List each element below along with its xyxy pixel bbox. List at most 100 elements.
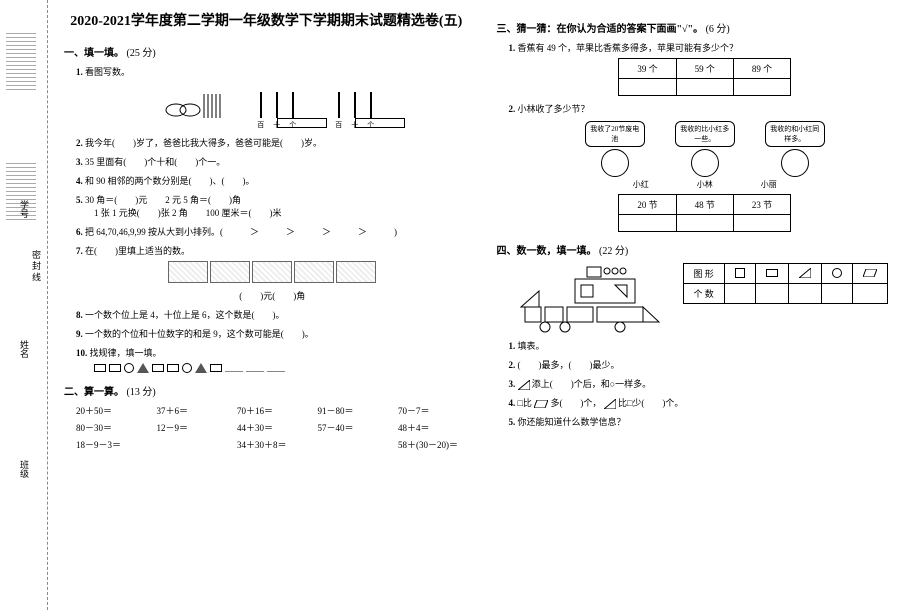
binding-strip: 班级 姓名 密 封 线 学号 [0, 0, 48, 610]
calc-cell: 48＋4＝ [398, 421, 469, 434]
tri-icon [604, 399, 616, 409]
hatch [6, 30, 36, 90]
face-icon [601, 149, 629, 177]
calc-cell: 91－80＝ [318, 404, 389, 417]
count-cell[interactable] [821, 284, 852, 304]
exam-title: 2020-2021学年度第二学期一年级数学下学期期末试题精选卷(五) [64, 10, 469, 30]
left-column: 2020-2021学年度第二学期一年级数学下学期期末试题精选卷(五) 一、填一填… [50, 10, 483, 600]
q8: 8. 一个数个位上是 4，十位上是 6，这个数是( )。 [76, 308, 469, 321]
para-icon [534, 400, 548, 408]
q1: 1. 看图写数。 百 十 个 百 十 个 [76, 65, 469, 128]
p4-figure-row: 图 形 个 数 [515, 263, 902, 333]
abacus-1: 百 十 个 [252, 86, 302, 128]
face-icon [691, 149, 719, 177]
section-3-pts: (6 分) [706, 24, 730, 35]
q10: 10. 找规律，填一填。 ____________ [76, 346, 469, 373]
opt-cell[interactable]: 89 个 [733, 59, 790, 79]
bubble: 我收的和小红同样多。 [765, 121, 825, 147]
shape-head: 图 形 [683, 264, 724, 284]
p3-q2-names: 小红小林小丽 [509, 179, 902, 190]
tri-icon [518, 380, 530, 390]
section-1-pts: (25 分) [127, 48, 156, 59]
calc-cell: 18－9－3＝ [76, 438, 147, 451]
binding-label: 姓名 [18, 340, 31, 358]
section-2-pts: (13 分) [127, 387, 156, 398]
p3-q2-figure: 我收了20节废电池 我收的比小红多一些。 我收的和小红同样多。 [509, 121, 902, 177]
opt-blank[interactable] [733, 79, 790, 96]
bill-icon [294, 261, 334, 283]
calc-cell: 57－40＝ [318, 421, 389, 434]
q1-num: 1. [76, 67, 83, 77]
q7: 7. 在( )里填上适当的数。 ( )元( )角 [76, 244, 469, 302]
calc-cell: 20＋50＝ [76, 404, 147, 417]
section-1: 一、填一填。 (25 分) [64, 44, 469, 59]
count-cell[interactable] [724, 284, 755, 304]
p4-sub1: 1. 填表。 [509, 339, 902, 352]
opt-cell[interactable]: 59 个 [676, 59, 733, 79]
bubble: 我收了20节废电池 [585, 121, 645, 147]
shape-para [852, 264, 887, 284]
q1-figure: 百 十 个 百 十 个 [76, 86, 469, 128]
count-cell[interactable] [852, 284, 887, 304]
opt-cell[interactable]: 23 节 [733, 195, 790, 215]
section-2-title: 二、算一算。 [64, 387, 124, 398]
calc-cell: 12－9＝ [157, 421, 228, 434]
calc-cell: 37＋6＝ [157, 404, 228, 417]
p4-sub3: 3. 添上( )个后，和○一样多。 [509, 377, 902, 390]
p3-q2: 2. 小林收了多少节？ 我收了20节废电池 我收的比小红多一些。 我收的和小红同… [509, 102, 902, 232]
opt-blank[interactable] [676, 79, 733, 96]
section-4: 四、数一数，填一填。 (22 分) [497, 242, 902, 257]
shape-sq [724, 264, 755, 284]
opt-blank[interactable] [676, 215, 733, 232]
q1-text: 看图写数。 [85, 67, 130, 77]
q7-caption: ( )元( )角 [76, 289, 469, 302]
train-figure [515, 263, 665, 333]
calc-cell: 70＋16＝ [237, 404, 308, 417]
calc-cell [318, 438, 389, 451]
q9: 9. 一个数的个位和十位数字的和是 9，这个数可能是( )。 [76, 327, 469, 340]
calc-cell: 58＋(30－20)＝ [398, 438, 469, 451]
section-4-title: 四、数一数，填一填。 [497, 246, 597, 257]
section-3-title: 三、猜一猜：在你认为合适的答案下面画"√"。 [497, 24, 704, 35]
person-xiaoli: 我收的和小红同样多。 [765, 121, 825, 177]
opt-blank[interactable] [733, 215, 790, 232]
p3-q1: 1. 香蕉有 49 个，苹果比香蕉多得多，苹果可能有多少个？ 39 个 59 个… [509, 41, 902, 96]
right-column: 三、猜一猜：在你认为合适的答案下面画"√"。 (6 分) 1. 香蕉有 49 个… [483, 10, 916, 600]
face-icon [781, 149, 809, 177]
section-2: 二、算一算。 (13 分) [64, 383, 469, 398]
p4-sub2: 2. ( )最多，( )最少。 [509, 358, 902, 371]
binding-label: 学号 [18, 200, 31, 218]
bill-icon [336, 261, 376, 283]
person-xiaolin: 我收的比小红多一些。 [675, 121, 735, 177]
count-cell[interactable] [788, 284, 821, 304]
opt-cell[interactable]: 39 个 [619, 59, 676, 79]
bill-icon [210, 261, 250, 283]
money-bills [76, 261, 469, 283]
p4-sub5: 5. 你还能知道什么数学信息？ [509, 415, 902, 428]
abacus-2: 百 十 个 [330, 86, 380, 128]
shape-tri [788, 264, 821, 284]
count-head: 个 数 [683, 284, 724, 304]
calc-cell [157, 438, 228, 451]
binding-mid: 密 封 线 [30, 250, 43, 282]
p3-q2-options: 20 节 48 节 23 节 [618, 194, 791, 232]
calc-cell: 34＋30＋8＝ [237, 438, 308, 451]
opt-cell[interactable]: 20 节 [619, 195, 676, 215]
person-xiaohong: 我收了20节废电池 [585, 121, 645, 177]
q2: 2. 我今年( )岁了，爸爸比我大得多，爸爸可能是( )岁。 [76, 136, 469, 149]
section-3: 三、猜一猜：在你认为合适的答案下面画"√"。 (6 分) [497, 20, 902, 35]
count-cell[interactable] [755, 284, 788, 304]
q6: 6. 把 64,70,46,9,99 按从大到小排列。( ＞ ＞ ＞ ＞ ) [76, 225, 469, 238]
q5: 5. 30 角＝( )元 2 元 5 角＝( )角 1 张 1 元换( )张 2… [76, 193, 469, 219]
calc-cell: 70－7＝ [398, 404, 469, 417]
calc-cell: 80－30＝ [76, 421, 147, 434]
opt-blank[interactable] [619, 215, 676, 232]
q4: 4. 和 90 相邻的两个数分别是( )、( )。 [76, 174, 469, 187]
section-4-pts: (22 分) [599, 246, 628, 257]
binding-label: 班级 [18, 460, 31, 478]
q3: 3. 35 里面有( )个十和( )个一。 [76, 155, 469, 168]
section-1-title: 一、填一填。 [64, 48, 124, 59]
opt-cell[interactable]: 48 节 [676, 195, 733, 215]
opt-blank[interactable] [619, 79, 676, 96]
bill-icon [252, 261, 292, 283]
